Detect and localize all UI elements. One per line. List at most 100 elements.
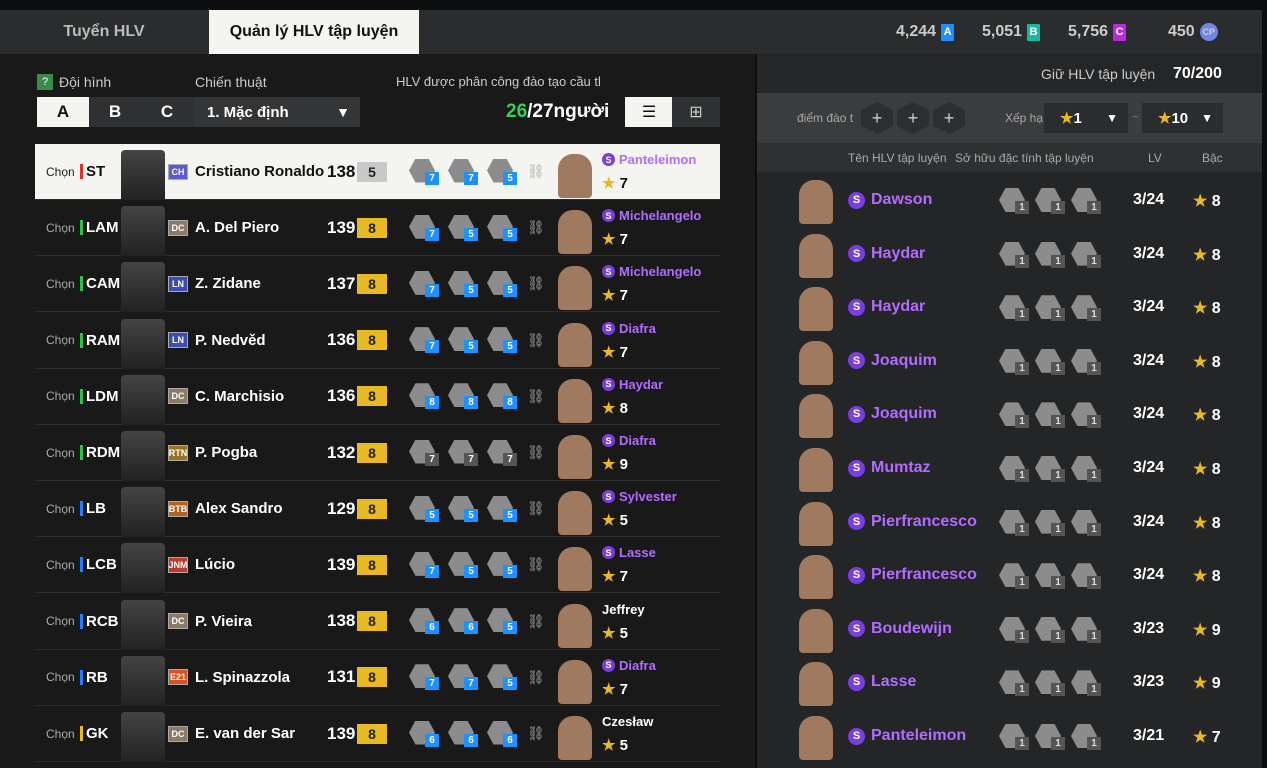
player-name: E. van der Sar: [195, 725, 296, 742]
trait-list: 1 1 1: [999, 616, 1101, 643]
position: ST: [80, 164, 105, 179]
trait-list: 8 8 8: [409, 383, 517, 410]
link-icon[interactable]: ⛓: [527, 500, 545, 517]
player-row[interactable]: Chọn GK DC E. van der Sar 139 8 6 6 6 ⛓ Cz…: [35, 706, 720, 762]
link-icon[interactable]: ⛓: [527, 668, 545, 685]
trait-level: 7: [464, 171, 478, 185]
coach-row[interactable]: S Boudewijn 1 1 1 3/23 ★ 9: [757, 603, 1262, 657]
training-trait-icon: 1: [1035, 348, 1065, 375]
col-lv[interactable]: LV: [1148, 151, 1162, 165]
tactic-dropdown[interactable]: 1. Mặc định ▼: [193, 97, 360, 127]
formation-b[interactable]: B: [108, 102, 122, 121]
select-button[interactable]: Chọn: [46, 389, 75, 404]
col-rank[interactable]: Bậc: [1202, 151, 1223, 165]
special-coach-icon: S: [602, 546, 615, 560]
player-row[interactable]: Chọn RCB DC P. Vieira 138 8 6 6 5 ⛓ Jeffre…: [35, 594, 720, 650]
tab-manage-coach[interactable]: Quản lý HLV tập luyện: [209, 10, 419, 54]
select-button[interactable]: Chọn: [46, 220, 75, 235]
trait-list: 1 1 1: [999, 295, 1101, 322]
coach-row[interactable]: S Dawson 1 1 1 3/24 ★ 8: [757, 174, 1262, 228]
add-filter-icon[interactable]: +: [861, 102, 893, 134]
player-row[interactable]: Chọn RDM RTN P. Pogba 132 8 7 7 7 ⛓ S Diafr…: [35, 425, 720, 481]
select-button[interactable]: Chọn: [46, 333, 75, 348]
link-icon[interactable]: ⛓: [527, 163, 545, 179]
trait-level: 1: [1087, 415, 1101, 429]
select-button[interactable]: Chọn: [46, 501, 75, 516]
player-row[interactable]: Chọn LDM DC C. Marchisio 136 8 8 8 8 ⛓ S Ha…: [35, 369, 720, 425]
link-icon[interactable]: ⛓: [527, 275, 545, 292]
coach-avatar: [558, 378, 592, 423]
coach-row[interactable]: S Panteleimon 1 1 1 3/21 ★ 7: [757, 710, 1262, 764]
select-button[interactable]: Chọn: [46, 557, 75, 572]
select-button[interactable]: Chọn: [46, 164, 75, 179]
trait-level: 5: [503, 677, 517, 691]
coach-name: Jeffrey: [602, 602, 645, 617]
coach-row[interactable]: S Joaquim 1 1 1 3/24 ★ 8: [757, 335, 1262, 389]
formation-a[interactable]: A: [37, 97, 89, 127]
training-trait-icon: 7: [487, 439, 517, 466]
trait-level: 1: [1087, 576, 1101, 590]
help-icon[interactable]: ?: [37, 74, 53, 90]
player-row[interactable]: Chọn LCB JNM Lúcio 139 8 7 5 5 ⛓ S Lasse ★ …: [35, 537, 720, 594]
trait-level: 1: [1051, 683, 1065, 697]
coach-row[interactable]: S Lasse 1 1 1 3/23 ★ 9: [757, 656, 1262, 710]
coach-row[interactable]: S Haydar 1 1 1 3/24 ★ 8: [757, 281, 1262, 335]
coach-row[interactable]: S Pierfrancesco 1 1 1 3/24 ★ 8: [757, 549, 1262, 603]
coach-lv: 3/23: [1133, 673, 1165, 691]
player-row[interactable]: Chọn ST CH Cristiano Ronaldo 138 5 7 7 5 ⛓…: [35, 144, 720, 200]
link-icon[interactable]: ⛓: [527, 387, 545, 404]
add-filter-icon[interactable]: +: [897, 102, 929, 134]
select-button[interactable]: Chọn: [46, 276, 75, 291]
player-row[interactable]: Chọn RAM LN P. Nedvěd 136 8 7 5 5 ⛓ S Diafr…: [35, 313, 720, 369]
add-filter-icon[interactable]: +: [933, 102, 965, 134]
link-icon[interactable]: ⛓: [527, 725, 545, 741]
col-coach-name[interactable]: Tên HLV tập luyện: [848, 151, 947, 165]
trait-level: 5: [464, 227, 478, 241]
link-icon[interactable]: ⛓: [527, 612, 545, 629]
upgrade-level: 8: [357, 554, 387, 575]
coach-name-text: Joaquim: [871, 405, 937, 423]
coach-row[interactable]: S Pierfrancesco 1 1 1 3/24 ★ 8: [757, 496, 1262, 550]
trait-list: 1 1 1: [999, 670, 1101, 697]
pitch-view-icon[interactable]: ⊞: [672, 97, 720, 127]
player-photo: [121, 599, 165, 650]
season-card-badge: BTB: [168, 500, 188, 517]
select-button[interactable]: Chọn: [46, 670, 75, 685]
player-row[interactable]: Chọn CAM LN Z. Zidane 137 8 7 5 5 ⛓ S Miche…: [35, 256, 720, 313]
link-icon[interactable]: ⛓: [527, 556, 545, 573]
star-icon: ★: [1158, 110, 1172, 127]
player-row[interactable]: Chọn LB BTB Alex Sandro 129 8 5 5 5 ⛓ S Syl…: [35, 481, 720, 538]
tab-recruit-coach[interactable]: Tuyển HLV: [63, 23, 145, 40]
player-name: Lúcio: [195, 556, 235, 574]
trait-level: 1: [1087, 522, 1101, 536]
link-icon[interactable]: ⛓: [527, 444, 545, 460]
col-traits[interactable]: Sở hữu đặc tính tập luyện: [955, 151, 1094, 165]
training-trait-icon: 6: [448, 608, 478, 635]
coach-avatar: [799, 716, 833, 760]
coach-row[interactable]: S Mumtaz 1 1 1 3/24 ★ 8: [757, 442, 1262, 496]
trait-level: 6: [464, 621, 478, 635]
special-coach-icon: S: [848, 620, 865, 638]
coach-rank-value: 5: [619, 737, 628, 754]
coach-row[interactable]: S Haydar 1 1 1 3/24 ★ 8: [757, 228, 1262, 282]
coach-row[interactable]: S Joaquim 1 1 1 3/24 ★ 8: [757, 388, 1262, 442]
list-view-icon[interactable]: ☰: [625, 97, 673, 127]
link-icon[interactable]: ⛓: [527, 219, 545, 236]
formation-label: Đội hình: [59, 74, 112, 90]
select-button[interactable]: Chọn: [46, 726, 75, 741]
rank-from-dropdown[interactable]: ★ 1 ▼: [1044, 103, 1128, 133]
coach-name: Czesław: [602, 714, 653, 729]
select-button[interactable]: Chọn: [46, 614, 75, 629]
coach-name: S Joaquim: [848, 352, 937, 370]
special-coach-icon: S: [602, 265, 615, 279]
upgrade-level: 8: [357, 273, 387, 294]
formation-c[interactable]: C: [160, 102, 174, 121]
rank-to-dropdown[interactable]: ★ 10 ▼: [1142, 103, 1223, 133]
link-icon[interactable]: ⛓: [527, 331, 545, 348]
currency-value: 450: [1168, 23, 1195, 40]
player-row[interactable]: Chọn LAM DC A. Del Piero 139 8 7 5 5 ⛓ S Mi…: [35, 200, 720, 257]
special-coach-icon: S: [848, 245, 865, 263]
coach-name: S Diafra: [602, 658, 656, 673]
select-button[interactable]: Chọn: [46, 445, 75, 460]
